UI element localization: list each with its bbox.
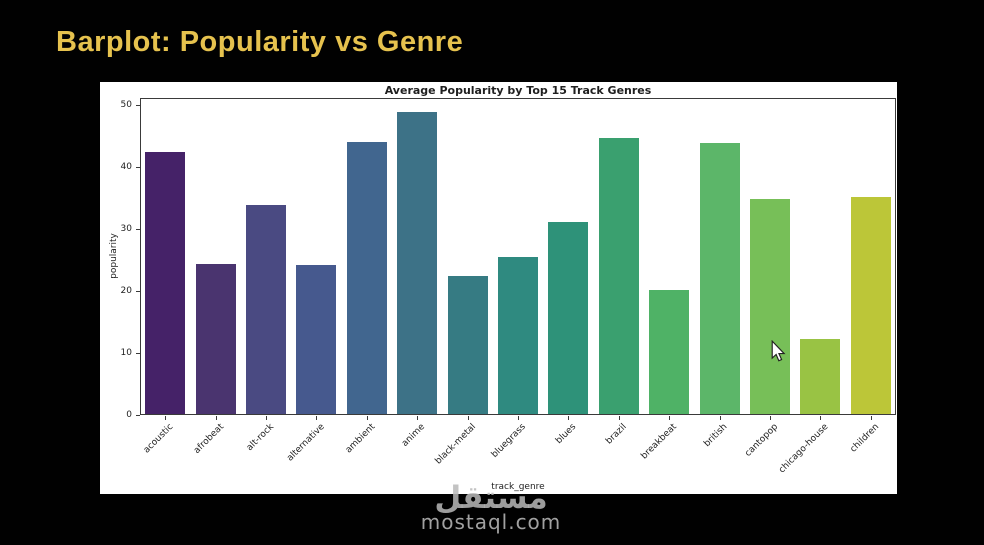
y-tick-label: 40: [120, 162, 132, 172]
x-tick-mark: [165, 416, 167, 420]
bar-cantopop: [750, 199, 790, 414]
y-tick-label: 30: [120, 224, 132, 234]
bar-bluegrass: [498, 256, 538, 414]
x-tick-label: children: [848, 422, 881, 455]
bar-blues: [548, 221, 589, 414]
x-tick-label: british: [702, 422, 730, 450]
x-tick-label: breakbeat: [639, 422, 680, 462]
x-tick-mark: [366, 416, 368, 420]
x-tick-mark: [518, 416, 519, 420]
x-axis-label: track_genre: [491, 482, 545, 492]
bar-black-metal: [447, 276, 488, 414]
x-tick-mark: [618, 416, 620, 420]
x-tick-label: cantopop: [743, 422, 781, 459]
x-tick-mark: [316, 416, 318, 420]
bar-ambient: [346, 141, 387, 414]
x-tick-mark: [669, 416, 671, 420]
x-tick-label: acoustic: [141, 422, 176, 456]
y-tick-label: 20: [120, 286, 132, 296]
x-tick-mark: [568, 416, 570, 420]
x-tick-mark: [820, 416, 822, 420]
x-tick-mark: [266, 416, 267, 420]
x-tick-mark: [215, 416, 217, 420]
x-tick-label: alt-rock: [244, 422, 277, 454]
y-tick-mark: [136, 291, 140, 292]
bar-afrobeat: [195, 263, 236, 414]
bar-breakbeat: [649, 289, 690, 414]
mouse-cursor-icon: [771, 340, 786, 362]
bar-anime: [397, 112, 438, 414]
x-tick-label: chicago-house: [777, 422, 831, 476]
x-tick-label: alternative: [284, 422, 327, 464]
bar-alternative: [296, 264, 337, 414]
y-axis-label: popularity: [109, 233, 119, 279]
x-tick-label: black-metal: [433, 422, 478, 467]
watermark-domain: mostaql.com: [420, 510, 562, 534]
y-tick-mark: [136, 229, 140, 230]
plot-area: [140, 98, 896, 415]
bar-alt-rock: [246, 204, 286, 414]
y-tick-mark: [136, 415, 140, 416]
chart-title: Average Popularity by Top 15 Track Genre…: [384, 84, 652, 97]
y-tick-mark: [136, 167, 140, 168]
x-tick-label: afrobeat: [191, 422, 226, 456]
x-tick-mark: [417, 416, 419, 420]
x-tick-label: bluegrass: [490, 422, 529, 461]
x-tick-mark: [467, 416, 469, 420]
y-tick-mark: [136, 353, 140, 354]
x-tick-mark: [870, 416, 872, 420]
bar-brazil: [598, 138, 639, 414]
bar-acoustic: [145, 151, 186, 414]
y-tick-label: 10: [120, 348, 132, 358]
bar-british: [699, 143, 740, 414]
x-tick-label: blues: [554, 422, 579, 447]
bar-chicago-house: [800, 338, 841, 414]
x-tick-mark: [770, 416, 771, 420]
y-tick-label: 50: [120, 100, 132, 110]
y-tick-mark: [136, 105, 140, 106]
x-tick-label: brazil: [604, 422, 629, 447]
y-tick-label: 0: [126, 410, 132, 420]
x-tick-mark: [719, 416, 721, 420]
x-tick-label: ambient: [343, 422, 377, 456]
page-title: Barplot: Popularity vs Genre: [56, 26, 464, 58]
x-tick-label: anime: [400, 422, 428, 449]
bar-children: [850, 197, 891, 414]
chart-panel: Average Popularity by Top 15 Track Genre…: [100, 82, 897, 494]
